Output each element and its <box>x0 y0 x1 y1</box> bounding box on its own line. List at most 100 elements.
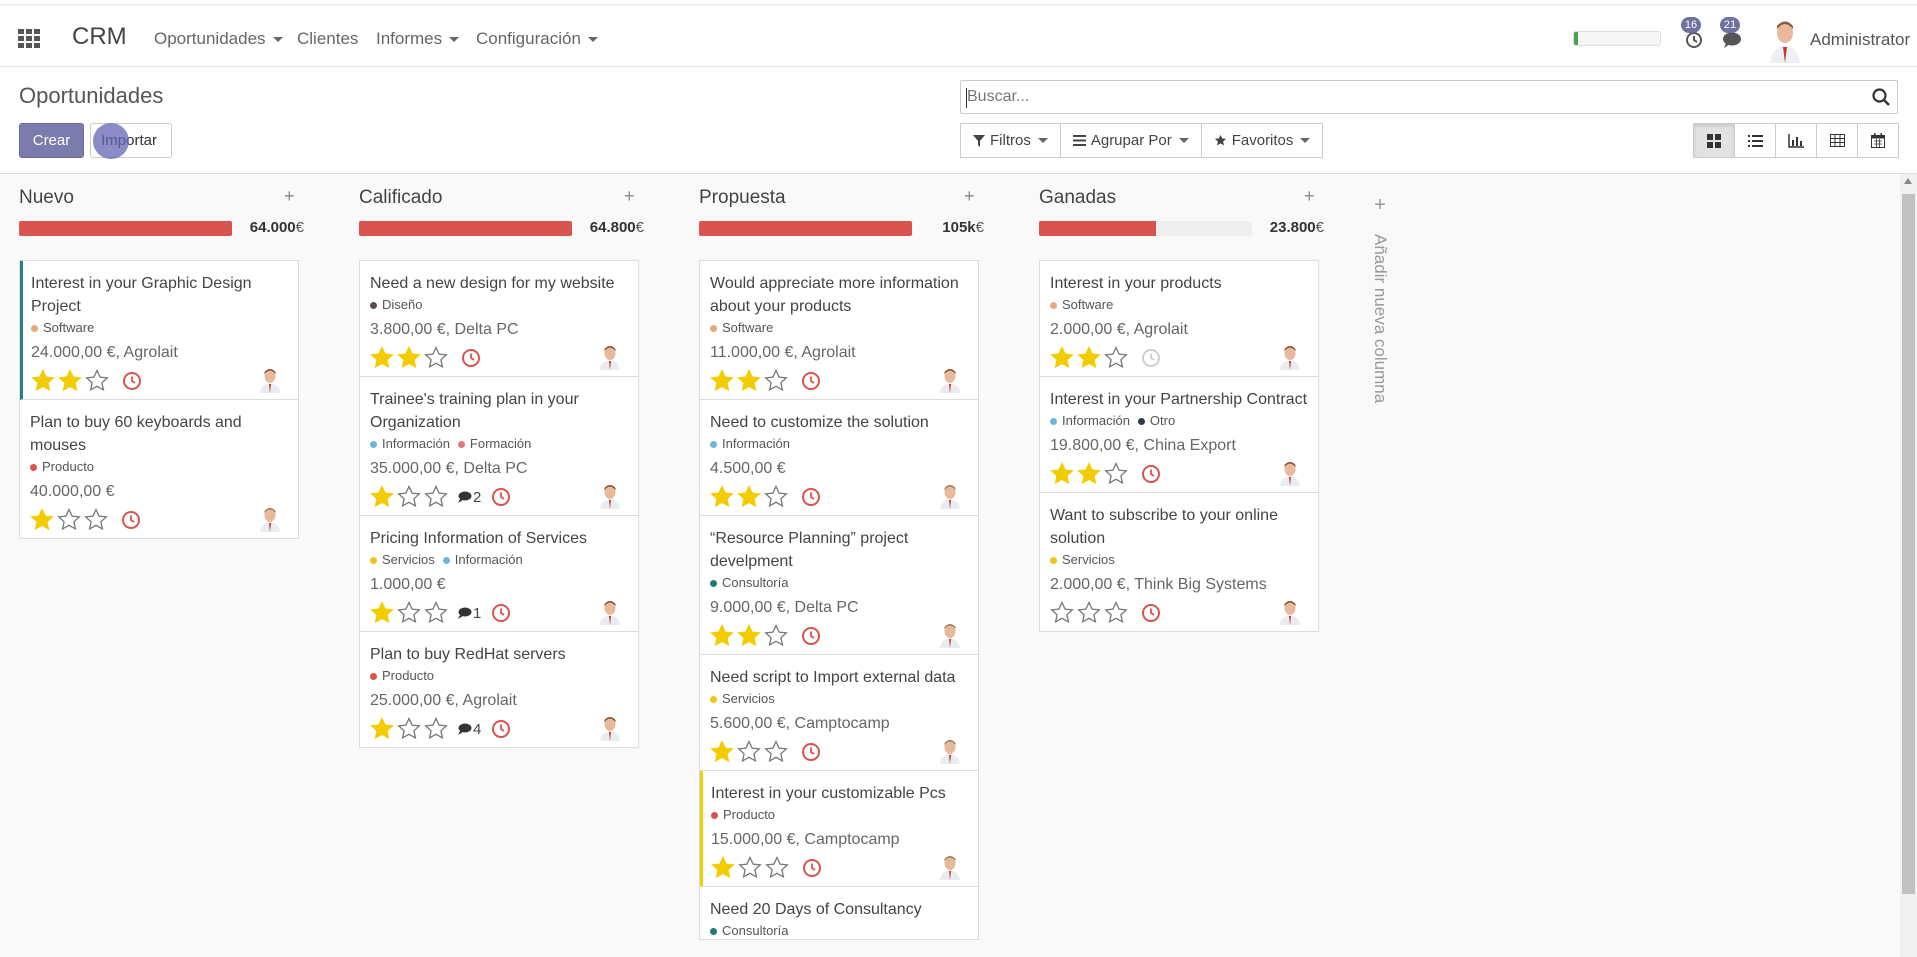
apps-menu-icon[interactable] <box>18 29 40 48</box>
add-column[interactable]: + Añadir nueva columna <box>1370 194 1390 403</box>
star-empty-icon[interactable] <box>737 740 761 764</box>
card-title[interactable]: Plan to buy RedHat servers <box>370 646 566 663</box>
assignee-avatar[interactable] <box>1278 460 1302 486</box>
card-title[interactable]: Pricing Information of Services <box>370 530 587 547</box>
star-empty-icon[interactable] <box>85 369 109 393</box>
star-filled-icon[interactable] <box>397 346 421 370</box>
search-bar[interactable] <box>960 80 1898 114</box>
activity-clock-icon[interactable] <box>491 487 511 507</box>
menu-configuracion[interactable]: Configuración <box>476 29 598 49</box>
star-empty-icon[interactable] <box>424 346 448 370</box>
star-empty-icon[interactable] <box>424 485 448 509</box>
star-filled-icon[interactable] <box>370 346 394 370</box>
graph-view-button[interactable] <box>1775 123 1817 158</box>
opportunity-card[interactable]: Interest in your products Software 2.000,0… <box>1040 261 1318 377</box>
activities-clock-icon[interactable] <box>1681 27 1707 53</box>
messages-chat-icon[interactable] <box>1719 27 1745 53</box>
favorites-button[interactable]: Favoritos <box>1200 123 1324 158</box>
card-title[interactable]: Need 20 Days of Consultancy <box>710 901 922 918</box>
star-filled-icon[interactable] <box>1077 462 1101 486</box>
card-title[interactable]: Interest in your Partnership Contract <box>1050 391 1308 408</box>
column-progress-bar[interactable] <box>699 221 912 236</box>
search-icon[interactable] <box>1871 87 1891 107</box>
star-empty-icon[interactable] <box>764 485 788 509</box>
opportunity-card[interactable]: Pricing Information of Services Servicios… <box>360 516 638 632</box>
card-title[interactable]: Plan to buy 60 keyboards and mouses <box>30 414 242 454</box>
star-empty-icon[interactable] <box>738 856 762 880</box>
star-empty-icon[interactable] <box>1050 601 1074 625</box>
star-empty-icon[interactable] <box>1104 601 1128 625</box>
star-filled-icon[interactable] <box>31 369 55 393</box>
activity-clock-icon[interactable] <box>491 603 511 623</box>
star-empty-icon[interactable] <box>424 717 448 741</box>
opportunity-card[interactable]: Would appreciate more information about … <box>700 261 978 400</box>
star-filled-icon[interactable] <box>370 717 394 741</box>
vertical-scrollbar[interactable] <box>1900 174 1917 957</box>
star-filled-icon[interactable] <box>30 508 54 532</box>
assignee-avatar[interactable] <box>938 483 962 509</box>
card-title[interactable]: Interest in your products <box>1050 275 1222 292</box>
star-filled-icon[interactable] <box>737 624 761 648</box>
activity-clock-icon[interactable] <box>801 371 821 391</box>
opportunity-card[interactable]: Interest in your Partnership Contract Inf… <box>1040 377 1318 493</box>
star-empty-icon[interactable] <box>397 485 421 509</box>
assignee-avatar[interactable] <box>1278 599 1302 625</box>
opportunity-card[interactable]: Need script to Import external data Servi… <box>700 655 978 771</box>
assignee-avatar[interactable] <box>938 738 962 764</box>
activity-clock-icon[interactable] <box>491 719 511 739</box>
star-empty-icon[interactable] <box>84 508 108 532</box>
activity-clock-icon[interactable] <box>1141 348 1161 368</box>
opportunity-card[interactable]: Need 20 Days of Consultancy Consultoría <box>700 887 978 939</box>
assignee-avatar[interactable] <box>1278 344 1302 370</box>
star-filled-icon[interactable] <box>737 485 761 509</box>
star-filled-icon[interactable] <box>710 624 734 648</box>
activity-clock-icon[interactable] <box>1141 603 1161 623</box>
assignee-avatar[interactable] <box>258 506 282 532</box>
activity-clock-icon[interactable] <box>121 510 141 530</box>
scrollbar-thumb[interactable] <box>1902 194 1915 894</box>
opportunity-card[interactable]: Need a new design for my website Diseño 3.… <box>360 261 638 377</box>
column-progress-bar[interactable] <box>1039 221 1252 236</box>
opportunity-card[interactable]: Interest in your Graphic Design Project S… <box>20 261 298 400</box>
quick-create-plus-icon[interactable]: + <box>964 186 975 206</box>
star-filled-icon[interactable] <box>370 485 394 509</box>
star-filled-icon[interactable] <box>711 856 735 880</box>
star-filled-icon[interactable] <box>710 485 734 509</box>
quick-create-plus-icon[interactable]: + <box>1304 186 1315 206</box>
pivot-view-button[interactable] <box>1816 123 1858 158</box>
quick-create-plus-icon[interactable]: + <box>284 186 295 206</box>
opportunity-card[interactable]: Need to customize the solution Informació… <box>700 400 978 516</box>
star-filled-icon[interactable] <box>1077 346 1101 370</box>
column-progress-bar[interactable] <box>359 221 572 236</box>
card-title[interactable]: Need to customize the solution <box>710 414 929 431</box>
activity-clock-icon[interactable] <box>801 487 821 507</box>
activity-clock-icon[interactable] <box>461 348 481 368</box>
assignee-avatar[interactable] <box>598 599 622 625</box>
opportunity-card[interactable]: Want to subscribe to your online solutio… <box>1040 493 1318 631</box>
assignee-avatar[interactable] <box>938 854 962 880</box>
column-progress-bar[interactable] <box>19 221 232 236</box>
card-title[interactable]: “Resource Planning” project develpment <box>710 530 909 570</box>
menu-informes[interactable]: Informes <box>376 29 460 49</box>
column-title[interactable]: Propuesta <box>699 187 786 208</box>
star-empty-icon[interactable] <box>1104 462 1128 486</box>
activity-clock-icon[interactable] <box>802 858 822 878</box>
quick-create-plus-icon[interactable]: + <box>624 186 635 206</box>
assignee-avatar[interactable] <box>938 622 962 648</box>
menu-clientes[interactable]: Clientes <box>297 29 359 48</box>
assignee-avatar[interactable] <box>938 367 962 393</box>
scroll-up-arrow-icon[interactable] <box>1904 178 1912 184</box>
opportunity-card[interactable]: Interest in your customizable Pcs Product… <box>700 771 978 887</box>
star-filled-icon[interactable] <box>737 369 761 393</box>
user-name[interactable]: Administrator <box>1810 30 1911 49</box>
star-empty-icon[interactable] <box>424 601 448 625</box>
star-empty-icon[interactable] <box>397 717 421 741</box>
assignee-avatar[interactable] <box>598 715 622 741</box>
card-title[interactable]: Trainee's training plan in your Organiza… <box>370 391 579 431</box>
card-title[interactable]: Want to subscribe to your online solutio… <box>1050 507 1278 547</box>
column-title[interactable]: Ganadas <box>1039 187 1117 208</box>
assignee-avatar[interactable] <box>258 367 282 393</box>
assignee-avatar[interactable] <box>598 483 622 509</box>
opportunity-card[interactable]: Plan to buy RedHat servers Producto 25.000… <box>360 632 638 747</box>
calendar-view-button[interactable] <box>1857 123 1899 158</box>
